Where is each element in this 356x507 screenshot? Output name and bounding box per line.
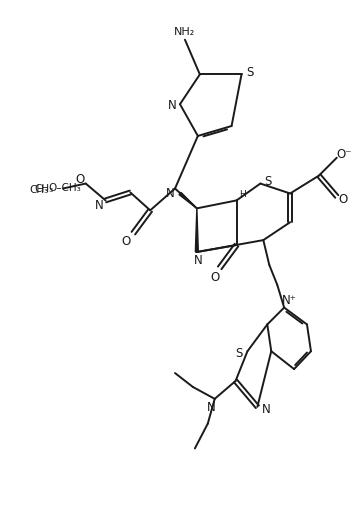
Text: O: O xyxy=(122,235,131,247)
Text: N: N xyxy=(166,187,174,200)
Text: CH₃: CH₃ xyxy=(30,185,49,195)
Text: O⁻: O⁻ xyxy=(336,148,351,161)
Text: CH₃: CH₃ xyxy=(35,184,54,194)
Polygon shape xyxy=(179,192,197,208)
Text: N: N xyxy=(95,199,104,212)
Text: N: N xyxy=(168,99,177,112)
Text: N: N xyxy=(207,401,216,414)
Text: N⁺: N⁺ xyxy=(282,294,297,307)
Text: O–CH₃: O–CH₃ xyxy=(48,183,81,193)
Text: S: S xyxy=(246,66,253,79)
Text: H: H xyxy=(239,190,246,199)
Text: O: O xyxy=(75,173,84,186)
Text: O: O xyxy=(338,193,347,206)
Text: N: N xyxy=(262,403,271,416)
Text: NH₂: NH₂ xyxy=(174,27,195,37)
Text: S: S xyxy=(265,175,272,188)
Text: S: S xyxy=(235,347,242,359)
Polygon shape xyxy=(195,208,198,252)
Text: N: N xyxy=(193,255,202,267)
Text: O: O xyxy=(210,271,219,284)
